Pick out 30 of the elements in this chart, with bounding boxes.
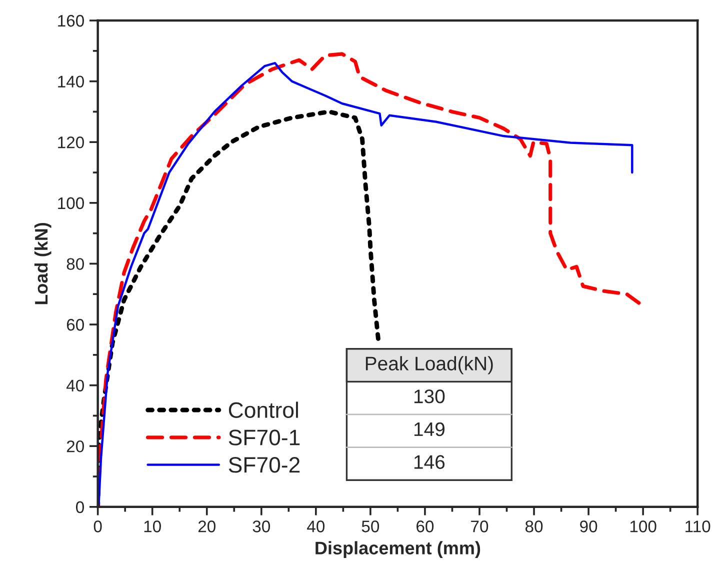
x-tick-label: 70 <box>471 520 488 532</box>
annotation: Peak Load(kN) <box>366 356 493 374</box>
x-tick-label: 0 <box>94 520 102 532</box>
y-tick-label: 120 <box>58 136 84 148</box>
y-tick-label: 60 <box>66 318 84 331</box>
y-axis-title: Load (kN) <box>34 222 52 304</box>
y-tick-label: 80 <box>66 258 84 270</box>
annotation: 146 <box>414 455 445 469</box>
x-tick-label: 40 <box>307 520 325 532</box>
legend-label: Control <box>228 402 298 418</box>
annotation: 130 <box>414 390 445 404</box>
y-tick-label: 0 <box>76 501 84 514</box>
legend-label: SF70-2 <box>228 457 300 473</box>
y-tick-label: 100 <box>58 197 84 210</box>
x-tick-label: 110 <box>686 520 710 532</box>
x-axis-title: Displacement (mm) <box>316 541 480 558</box>
x-tick-label: 20 <box>198 520 216 532</box>
annotation: 149 <box>414 422 444 436</box>
legend-label: SF70-1 <box>228 430 300 446</box>
x-tick-label: 30 <box>252 520 270 532</box>
y-tick-label: 40 <box>66 380 84 392</box>
x-tick-label: 100 <box>630 520 656 532</box>
y-tick-label: 20 <box>66 440 84 452</box>
x-tick-label: 60 <box>416 520 434 532</box>
x-tick-label: 90 <box>580 520 598 532</box>
y-tick-label: 140 <box>58 76 84 88</box>
x-tick-label: 80 <box>525 520 543 532</box>
x-tick-label: 10 <box>144 520 161 532</box>
y-tick-label: 160 <box>58 14 84 27</box>
x-tick-label: 50 <box>362 520 380 532</box>
